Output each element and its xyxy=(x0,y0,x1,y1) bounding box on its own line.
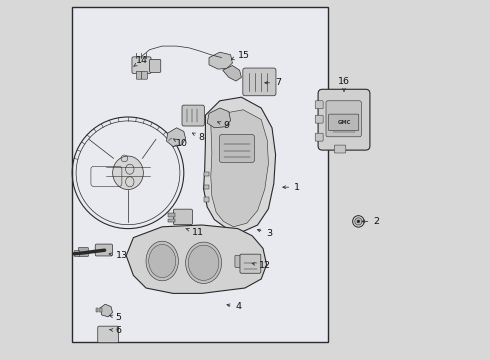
Polygon shape xyxy=(100,304,113,317)
Text: 7: 7 xyxy=(265,78,281,87)
Text: 10: 10 xyxy=(173,139,188,148)
Polygon shape xyxy=(222,66,242,81)
FancyBboxPatch shape xyxy=(99,308,102,312)
FancyBboxPatch shape xyxy=(72,7,328,342)
FancyBboxPatch shape xyxy=(235,255,251,267)
Polygon shape xyxy=(207,108,231,128)
Text: 15: 15 xyxy=(231,51,250,60)
Text: 13: 13 xyxy=(109,251,128,260)
FancyBboxPatch shape xyxy=(328,114,359,131)
Circle shape xyxy=(353,216,364,227)
Ellipse shape xyxy=(186,242,221,284)
FancyBboxPatch shape xyxy=(98,326,119,343)
FancyBboxPatch shape xyxy=(95,244,113,256)
Text: 4: 4 xyxy=(227,302,242,311)
Text: 11: 11 xyxy=(186,228,203,237)
FancyBboxPatch shape xyxy=(318,89,370,150)
FancyBboxPatch shape xyxy=(173,209,193,225)
Text: 14: 14 xyxy=(134,56,148,67)
Text: 12: 12 xyxy=(252,261,271,270)
FancyBboxPatch shape xyxy=(240,254,261,273)
Polygon shape xyxy=(209,52,232,69)
FancyBboxPatch shape xyxy=(182,105,204,126)
Circle shape xyxy=(357,220,360,223)
Text: 9: 9 xyxy=(218,121,229,130)
FancyBboxPatch shape xyxy=(204,172,209,176)
FancyBboxPatch shape xyxy=(136,71,142,79)
FancyBboxPatch shape xyxy=(220,135,254,162)
FancyBboxPatch shape xyxy=(243,68,276,96)
FancyBboxPatch shape xyxy=(334,145,346,153)
FancyBboxPatch shape xyxy=(204,197,209,202)
FancyBboxPatch shape xyxy=(96,308,98,312)
FancyBboxPatch shape xyxy=(78,247,88,257)
Ellipse shape xyxy=(188,245,219,280)
Polygon shape xyxy=(204,97,275,232)
FancyBboxPatch shape xyxy=(315,115,323,123)
Text: 3: 3 xyxy=(257,229,272,238)
FancyBboxPatch shape xyxy=(204,185,209,189)
Polygon shape xyxy=(211,110,269,227)
Ellipse shape xyxy=(113,156,144,189)
Text: GMC: GMC xyxy=(337,120,351,125)
Polygon shape xyxy=(167,128,186,147)
Text: 16: 16 xyxy=(338,77,350,91)
Circle shape xyxy=(355,218,362,225)
Polygon shape xyxy=(74,250,79,256)
Text: 6: 6 xyxy=(110,326,122,335)
Text: 8: 8 xyxy=(193,133,204,142)
Text: 5: 5 xyxy=(110,313,122,322)
FancyBboxPatch shape xyxy=(149,59,161,72)
Text: 2: 2 xyxy=(362,217,379,226)
FancyBboxPatch shape xyxy=(142,71,147,79)
Polygon shape xyxy=(126,225,267,293)
Ellipse shape xyxy=(148,244,176,278)
FancyBboxPatch shape xyxy=(169,213,175,217)
FancyBboxPatch shape xyxy=(132,57,151,73)
FancyBboxPatch shape xyxy=(169,219,175,222)
Ellipse shape xyxy=(146,241,178,281)
Text: 1: 1 xyxy=(283,183,300,192)
FancyBboxPatch shape xyxy=(315,133,323,141)
FancyBboxPatch shape xyxy=(315,101,323,109)
FancyBboxPatch shape xyxy=(326,101,361,137)
